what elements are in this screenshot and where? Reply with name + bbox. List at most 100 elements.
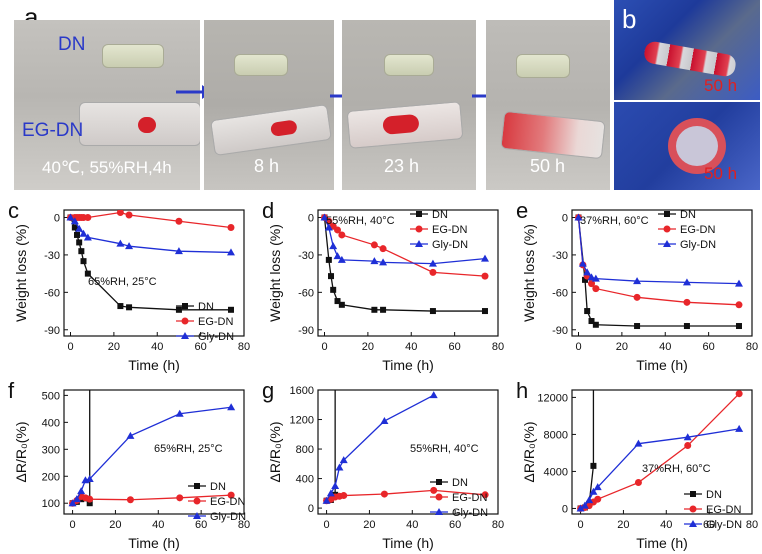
caption-40c-4h: 40℃, 55%RH,4h — [42, 158, 172, 177]
y-tick-label: -90 — [44, 325, 60, 337]
data-point-gly-dn — [583, 268, 592, 276]
legend: DN EG-DN Gly-DN — [684, 489, 742, 531]
legend: DN EG-DN Gly-DN — [188, 481, 246, 523]
legend-label-gly-dn: Gly-DN — [198, 331, 234, 343]
data-point-gly-dn — [576, 504, 585, 512]
legend-marker-dn — [664, 211, 670, 217]
condition-annotation: 55%RH, 40°C — [410, 443, 479, 455]
data-point-gly-dn — [578, 259, 587, 267]
y-tick-label: 0 — [562, 212, 568, 224]
data-point-dn — [592, 321, 599, 328]
data-point-eg-dn — [86, 495, 94, 503]
data-point-eg-dn — [633, 293, 641, 301]
x-tick-label: 20 — [109, 519, 121, 531]
x-axis-label: Time (h) — [128, 357, 180, 373]
y-tick-label: -90 — [298, 325, 314, 337]
legend-marker-dn — [416, 211, 422, 217]
chart-d: d 0 20 40 60 80 0 -30 -60 -90 Time (h) Weight loss … — [262, 198, 504, 373]
legend-label-dn: DN — [452, 477, 468, 489]
data-point-dn — [584, 308, 591, 315]
legend-label-gly-dn: Gly-DN — [210, 511, 246, 523]
legend-marker-dn — [182, 303, 188, 309]
photo-40c-4h — [14, 20, 200, 190]
panel-letter-g: g — [262, 378, 274, 403]
y-tick-label: 12000 — [537, 392, 568, 404]
y-tick-label: 0 — [562, 503, 568, 515]
legend-label-dn: DN — [432, 209, 448, 221]
panel-letter-f: f — [8, 378, 15, 403]
data-point-eg-dn — [338, 231, 346, 239]
y-tick-label: -30 — [44, 250, 60, 262]
x-tick-label: 40 — [405, 341, 417, 353]
red-dye-spot — [270, 119, 298, 137]
data-point-gly-dn — [634, 439, 643, 447]
x-tick-label: 80 — [746, 519, 758, 531]
legend: DN EG-DN Gly-DN — [410, 209, 468, 251]
legend-marker-gly-dn — [181, 332, 189, 339]
data-point-eg-dn — [334, 226, 342, 234]
chart-e: e 0 20 40 60 80 0 -30 -60 -90 Time (h) Weight loss … — [516, 198, 758, 373]
data-point-eg-dn — [340, 492, 348, 500]
y-axis-label: Weight loss (%) — [13, 224, 29, 322]
y-tick-label: -60 — [298, 287, 314, 299]
dn-sample — [516, 54, 570, 78]
y-tick-label: 400 — [296, 474, 314, 486]
x-axis-label: Time (h) — [382, 535, 434, 551]
x-tick-label: 80 — [492, 519, 504, 531]
data-point-eg-dn — [380, 490, 388, 498]
x-tick-label: 0 — [321, 341, 327, 353]
x-tick-label: 40 — [406, 519, 418, 531]
legend-marker-gly-dn — [663, 240, 671, 247]
panel-letter-d: d — [262, 198, 274, 223]
legend-marker-eg-dn — [663, 225, 671, 233]
y-tick-label: 8000 — [544, 429, 568, 441]
data-point-dn — [71, 224, 78, 231]
y-tick-label: 800 — [296, 444, 314, 456]
series-group — [320, 213, 489, 315]
condition-annotation: 55%RH, 40°C — [326, 215, 395, 227]
data-point-gly-dn — [320, 213, 329, 221]
data-point-gly-dn — [70, 217, 79, 225]
dn-sample — [234, 54, 288, 76]
series-group — [322, 390, 489, 505]
data-point-gly-dn — [574, 213, 583, 221]
data-point-gly-dn — [734, 279, 743, 287]
x-tick-label: 60 — [449, 341, 461, 353]
data-point-dn — [330, 286, 337, 293]
plot-frame — [63, 389, 245, 515]
data-point-eg-dn — [634, 479, 642, 487]
x-tick-label: 20 — [616, 341, 628, 353]
data-point-gly-dn — [66, 213, 75, 221]
data-point-dn — [380, 306, 387, 313]
caption-b-top: 50 h — [704, 76, 738, 95]
data-point-gly-dn — [591, 274, 600, 282]
label-egdn: EG-DN — [22, 120, 84, 141]
legend-label-gly-dn: Gly-DN — [680, 239, 716, 251]
data-point-gly-dn — [77, 487, 86, 495]
data-point-eg-dn — [370, 241, 378, 249]
photo-twisted-sample — [614, 0, 760, 100]
data-point-eg-dn — [594, 495, 602, 503]
x-tick-label: 0 — [70, 519, 76, 531]
data-point-gly-dn — [589, 487, 598, 495]
y-tick-label: 500 — [42, 390, 60, 402]
chart-h: h 0 20 40 60 80 0 4000 8000 12000 Time (h) ΔR/R₀(%)… — [516, 378, 758, 551]
x-tick-label: 60 — [703, 341, 715, 353]
data-point-gly-dn — [326, 489, 335, 497]
x-tick-label: 60 — [703, 519, 715, 531]
data-point-gly-dn — [125, 242, 134, 250]
legend-marker-eg-dn — [435, 493, 443, 501]
y-tick-label: -30 — [552, 250, 568, 262]
condition-annotation: 37%RH, 60°C — [580, 215, 649, 227]
data-point-dn — [683, 323, 690, 330]
legend-marker-eg-dn — [415, 225, 423, 233]
data-point-gly-dn — [335, 463, 344, 471]
panel-letter-h: h — [516, 378, 528, 403]
legend-label-dn: DN — [706, 489, 722, 501]
x-tick-label: 60 — [195, 519, 207, 531]
legend-label-dn: DN — [680, 209, 696, 221]
egdn-sample — [500, 110, 606, 160]
legend-marker-dn — [436, 479, 442, 485]
panel-a-photos: a DN EG-DN 40℃, 55%RH,4h 8 h 23 h 50 h — [0, 0, 612, 192]
